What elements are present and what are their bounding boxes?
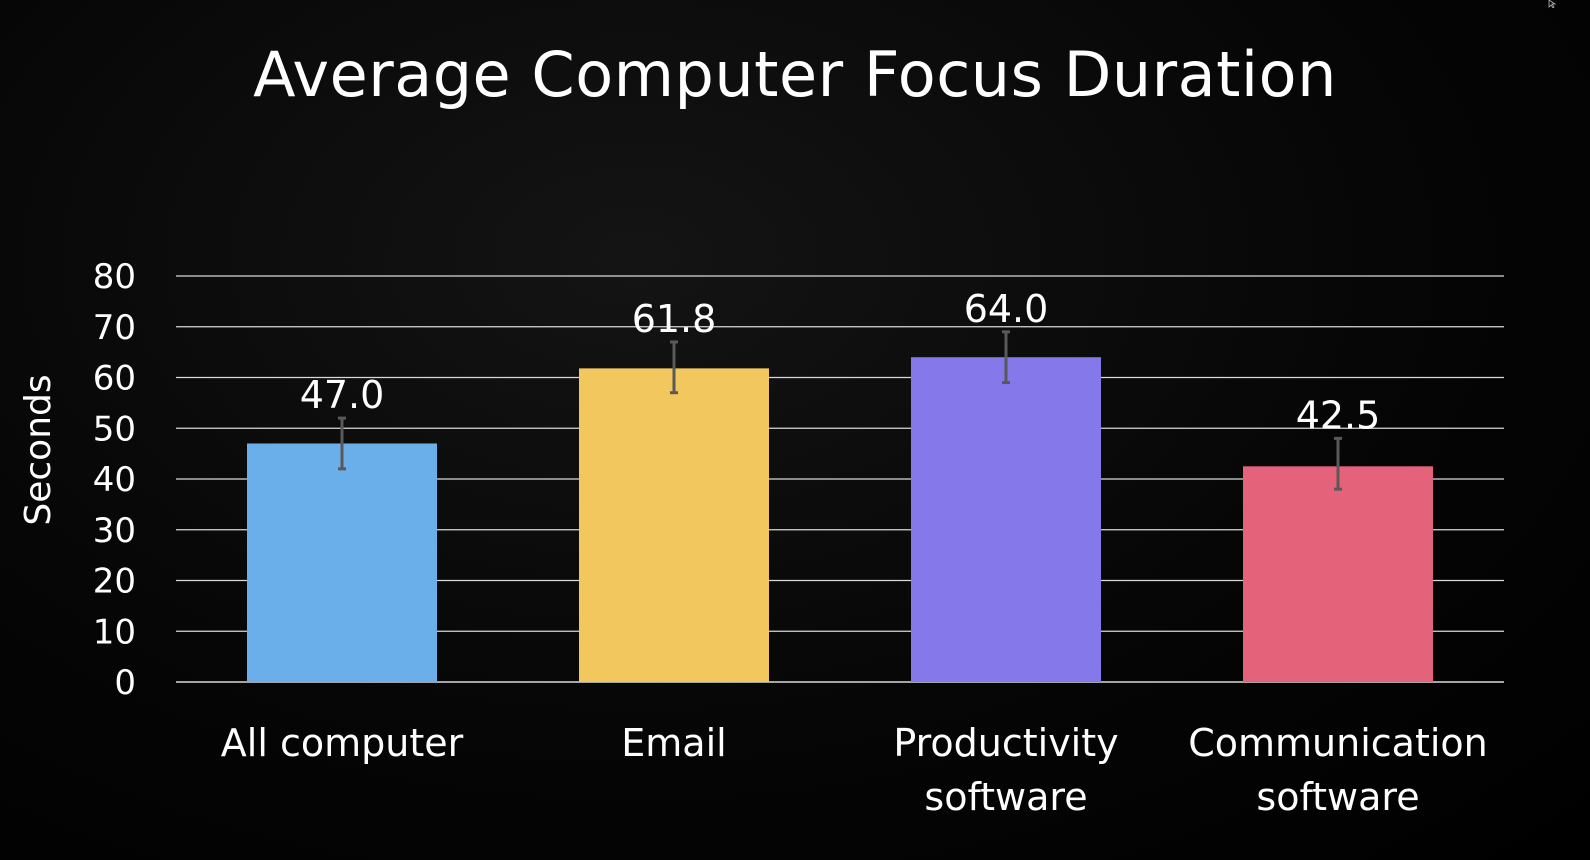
y-tick-label: 40 <box>93 460 136 500</box>
bar <box>579 368 769 682</box>
y-tick-label: 0 <box>114 663 136 703</box>
y-axis-label: Seconds <box>18 374 59 525</box>
bar <box>1243 466 1433 682</box>
value-label: 64.0 <box>964 287 1049 331</box>
cursor-icon <box>1548 0 1557 8</box>
y-tick-label: 80 <box>93 257 136 297</box>
value-label: 47.0 <box>300 373 385 417</box>
error-bar <box>1002 330 1010 385</box>
bar <box>911 357 1101 682</box>
y-tick-label: 30 <box>93 511 136 551</box>
x-tick-label: Productivity software <box>893 721 1118 819</box>
chart-title: Average Computer Focus Duration <box>253 38 1337 111</box>
x-tick-label: Email <box>621 721 726 765</box>
x-axis-ticks: All computer Email Productivity software Com… <box>221 721 1488 819</box>
y-tick-label: 20 <box>93 562 136 602</box>
y-tick-label: 50 <box>93 409 136 449</box>
error-bar <box>338 416 346 471</box>
y-axis-ticks: 0 10 20 30 40 50 60 70 80 <box>93 257 136 703</box>
x-tick-label: Communication software <box>1188 721 1488 819</box>
y-tick-label: 10 <box>93 612 136 652</box>
value-label: 42.5 <box>1296 393 1381 437</box>
error-bar <box>1334 436 1342 491</box>
x-tick-label: All computer <box>221 721 464 765</box>
bars <box>247 357 1433 682</box>
bar <box>247 443 437 682</box>
y-tick-label: 70 <box>93 308 136 348</box>
value-label: 61.8 <box>632 297 717 341</box>
y-tick-label: 60 <box>93 359 136 399</box>
error-bars <box>338 330 1342 491</box>
value-labels: 47.0 61.8 64.0 42.5 <box>300 287 1381 438</box>
error-bar <box>670 340 678 395</box>
